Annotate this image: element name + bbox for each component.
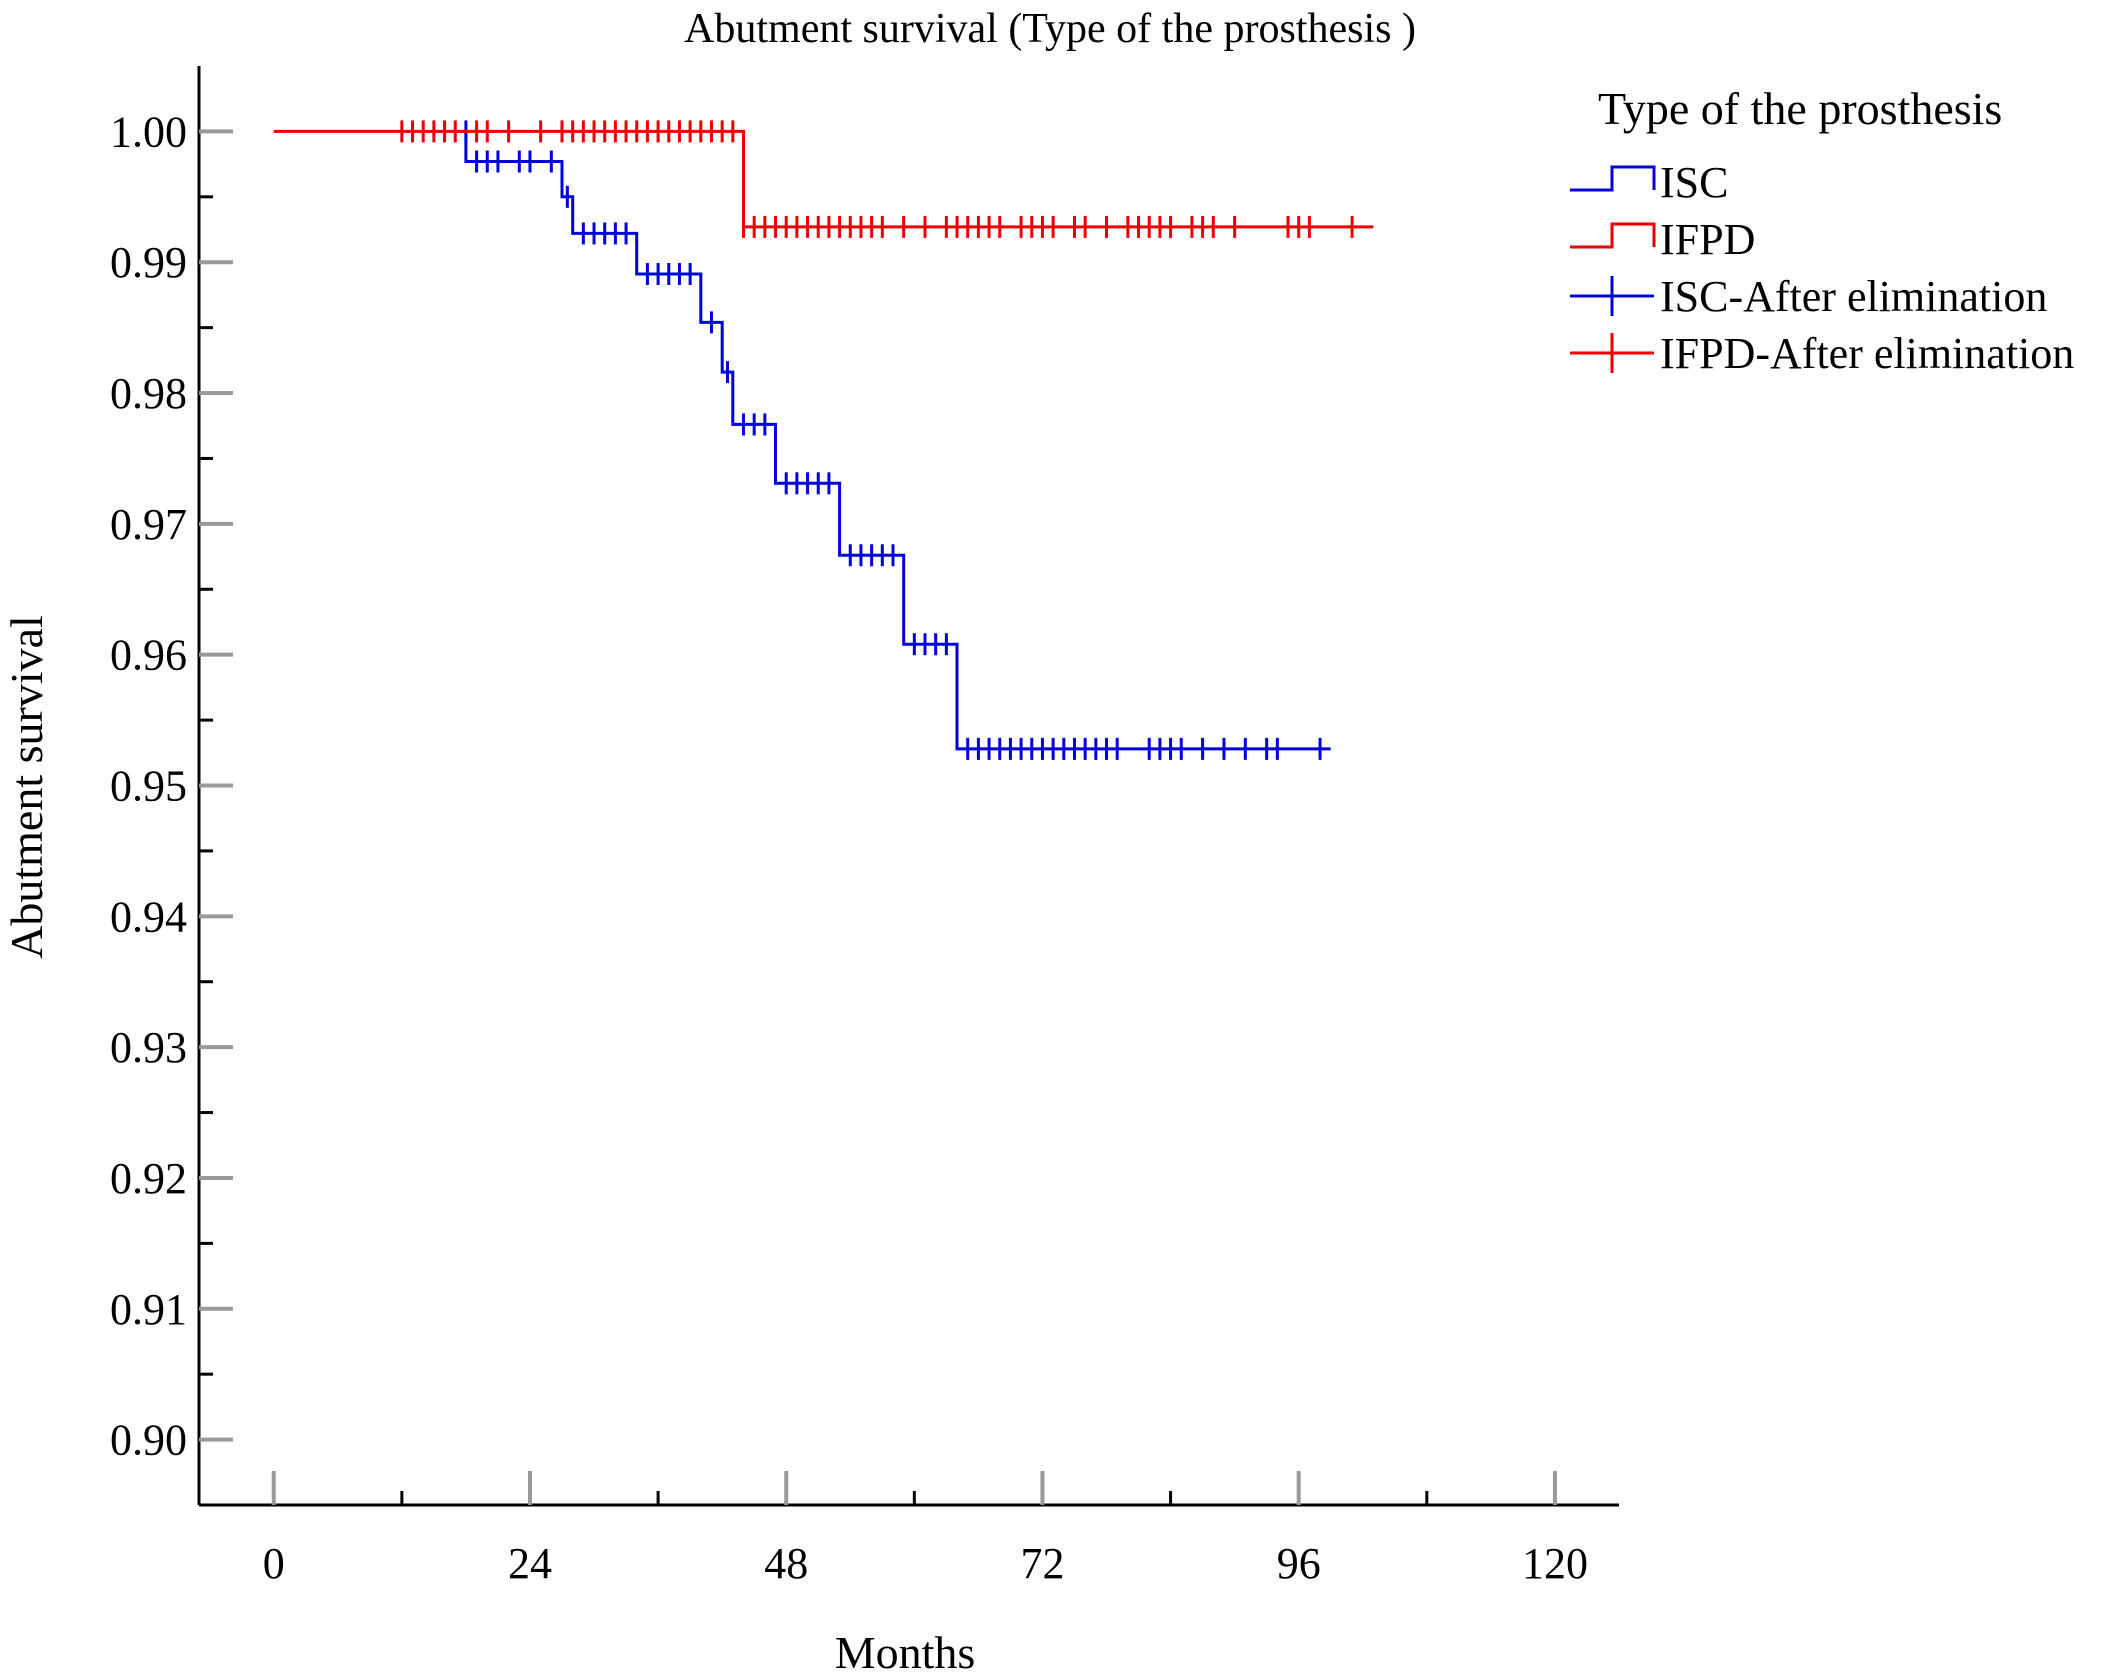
y-tick-label: 0.91 [110, 1285, 187, 1334]
y-tick-label: 0.97 [110, 500, 187, 549]
y-tick-label: 0.98 [110, 369, 187, 418]
survival-line-isc [464, 131, 1331, 751]
x-tick-label: 0 [263, 1539, 285, 1588]
legend-swatch-ifpd [1570, 222, 1656, 249]
legend-label-isc-after-elimination: ISC-After elimination [1660, 272, 2047, 321]
x-tick-label: 72 [1020, 1539, 1064, 1588]
survival-line-ifpd [273, 129, 1374, 229]
x-tick-label: 120 [1522, 1539, 1588, 1588]
legend-label-ifpd: IFPD [1660, 215, 1755, 264]
plot-area: 0.90 0.91 0.92 0.93 0.94 0.95 0.96 0.97 0.98 0.99… [110, 66, 1619, 1588]
x-tick-label: 96 [1277, 1539, 1321, 1588]
y-tick-label: 0.93 [110, 1023, 187, 1072]
y-tick-label: 0.90 [110, 1416, 187, 1465]
y-tick-label: 0.94 [110, 892, 187, 941]
chart-title: Abutment survival (Type of the prosthesi… [684, 6, 1416, 52]
y-tick-label: 0.96 [110, 631, 187, 680]
legend-label-ifpd-after-elimination: IFPD-After elimination [1660, 329, 2074, 378]
y-tick-label: 1.00 [110, 107, 187, 156]
y-axis-label: Abutment survival [1, 615, 52, 959]
y-tick-label: 0.95 [110, 762, 187, 811]
y-tick-label: 0.99 [110, 238, 187, 287]
legend-title: Type of the prosthesis [1598, 83, 2002, 134]
y-tick-label: 0.92 [110, 1154, 187, 1203]
legend: Type of the prosthesis ISC IFPD ISC-After … [1570, 83, 2074, 378]
x-axis-label: Months [835, 1627, 976, 1677]
x-tick-label: 48 [764, 1539, 808, 1588]
legend-label-isc: ISC [1660, 158, 1728, 207]
x-tick-label: 24 [508, 1539, 552, 1588]
legend-swatch-isc [1570, 165, 1656, 192]
